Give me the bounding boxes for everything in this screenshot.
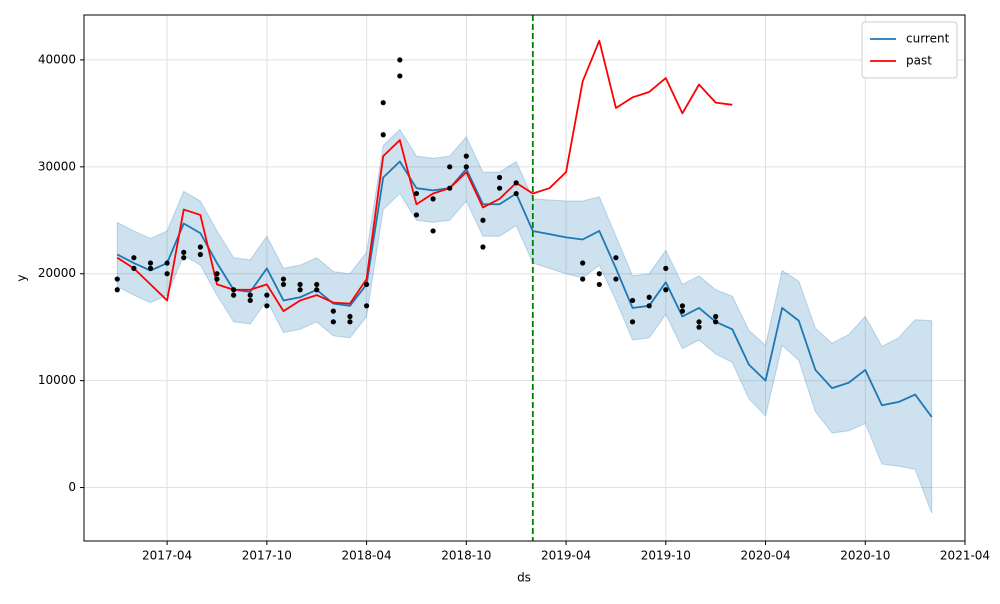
x-tick-label: 2017-10 [242,549,292,563]
data-point [347,319,353,325]
data-point [496,185,503,191]
data-point [280,281,287,288]
data-point [280,276,287,282]
data-point [231,287,237,293]
data-point [380,132,386,138]
data-point [181,249,187,255]
data-point [480,217,486,223]
x-tick-label: 2019-04 [541,549,591,563]
data-point [629,319,636,325]
data-point [164,271,170,277]
data-point [297,281,303,288]
data-point [147,265,154,271]
data-point [613,255,619,261]
y-tick-label: 40000 [38,52,76,66]
data-point [447,185,453,191]
data-point [314,281,320,288]
data-point [463,164,469,170]
data-point [646,303,652,309]
data-point [197,251,203,258]
legend-label: past [906,54,932,68]
data-point [513,190,519,197]
y-axis-label: y [15,274,29,281]
data-point [264,292,270,298]
data-point [214,276,220,282]
data-point [580,276,586,282]
x-axis-label: ds [517,571,531,585]
x-tick-label: 2020-10 [840,549,890,563]
data-point [347,313,353,320]
data-point [330,308,336,314]
x-tick-label: 2019-10 [641,549,691,563]
data-point [663,287,669,293]
y-tick-label: 10000 [38,373,76,387]
data-point [430,228,436,234]
data-point [114,287,120,293]
data-point [713,319,719,325]
data-point [713,313,719,320]
data-point [114,276,120,282]
legend-label: current [906,32,950,46]
data-point [231,292,237,298]
data-point [513,180,519,186]
x-tick-label: 2017-04 [142,549,192,563]
data-point [679,308,686,314]
data-point [447,164,453,170]
data-point [413,190,420,197]
series-line [116,39,733,313]
data-point [696,324,702,330]
data-point [297,287,303,293]
data-point [696,319,702,325]
data-point [646,294,652,300]
data-point [679,303,686,309]
data-point [596,281,602,288]
data-point [314,287,320,293]
data-point [629,297,636,304]
data-point [181,255,187,261]
data-point [363,281,370,288]
data-point [363,303,370,309]
plot-frame [83,14,966,542]
data-point [413,212,420,218]
data-point [247,292,253,298]
data-point [164,260,170,266]
y-tick-label: 0 [68,480,76,494]
data-point [247,297,253,304]
x-tick-label: 2020-04 [740,549,790,563]
data-point [131,265,137,271]
data-point [197,244,203,250]
y-tick-label: 30000 [38,159,76,173]
data-point [214,271,220,277]
data-point [463,153,469,159]
x-tick-label: 2021-04 [940,549,990,563]
data-point [397,57,403,63]
y-tick-label: 20000 [38,266,76,280]
uncertainty-band [116,128,933,514]
data-point [613,276,619,282]
data-point [430,196,436,202]
data-point [380,100,386,106]
data-point [663,265,669,271]
x-tick-label: 2018-04 [342,549,392,563]
data-point [330,319,336,325]
data-point [596,271,602,277]
data-point [496,174,503,181]
data-point [480,244,486,250]
data-point [147,260,154,266]
legend-box [861,21,958,79]
data-point [264,303,270,309]
data-point [580,260,586,266]
data-point [397,73,403,79]
x-tick-label: 2018-10 [441,549,491,563]
data-point [131,255,137,261]
